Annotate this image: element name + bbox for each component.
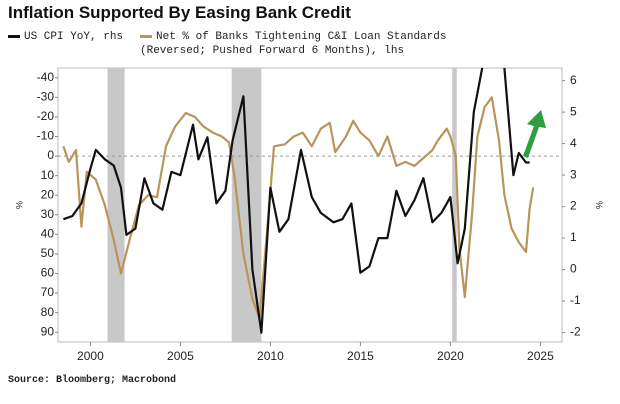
y2-tick-label: 5 — [570, 104, 577, 118]
y-tick-label: -10 — [37, 129, 55, 143]
legend-swatch — [8, 34, 20, 38]
y2-axis-label: % — [594, 201, 604, 209]
y2-tick-label: 1 — [570, 230, 577, 244]
shaded-range — [452, 68, 457, 342]
y-tick-label: -40 — [37, 70, 55, 84]
legend-label: US CPI YoY, rhs — [24, 31, 124, 43]
legend-label: Net % of Banks Tightening C&I Loan Stand… — [140, 31, 447, 57]
y-tick-label: 0 — [47, 148, 54, 162]
source: Source: Bloomberg; Macrobond — [8, 375, 177, 386]
legend-item: Net % of Banks Tightening C&I Loan Stand… — [140, 30, 485, 58]
x-tick-label: 2020 — [437, 349, 464, 363]
line-series — [63, 68, 530, 334]
y2-tick-label: -2 — [570, 325, 581, 339]
x-tick-label: 2005 — [167, 349, 194, 363]
y2-tick-label: 3 — [570, 167, 577, 181]
x-tick-label: 2000 — [77, 349, 104, 363]
y2-tick-label: 4 — [570, 136, 577, 150]
y2-tick-label: 6 — [570, 73, 577, 87]
y-tick-label: 10 — [41, 168, 55, 182]
legend-item: US CPI YoY, rhs — [8, 30, 123, 44]
x-tick-label: 2010 — [257, 349, 284, 363]
y2-tick-label: -1 — [570, 293, 581, 307]
y-tick-label: 30 — [41, 207, 55, 221]
annotation-arrow — [523, 110, 546, 158]
y-tick-label: 60 — [41, 266, 55, 280]
y-tick-label: 70 — [41, 285, 55, 299]
y-tick-label: 90 — [41, 324, 55, 338]
x-tick-label: 2025 — [527, 349, 554, 363]
y-tick-label: 80 — [41, 305, 55, 319]
chart-title: Inflation Supported By Easing Bank Credi… — [8, 3, 351, 22]
y-tick-label: 20 — [41, 187, 55, 201]
line-series — [62, 96, 535, 320]
y-tick-label: -30 — [37, 90, 55, 104]
y-tick-label: 50 — [41, 246, 55, 260]
y-axis-label: % — [14, 201, 24, 209]
x-tick-label: 2015 — [347, 349, 374, 363]
legend-swatch — [140, 34, 152, 38]
y-tick-label: -20 — [37, 109, 55, 123]
y-tick-label: 40 — [41, 227, 55, 241]
y2-tick-label: 2 — [570, 199, 577, 213]
y2-tick-label: 0 — [570, 262, 577, 276]
plot-frame — [57, 67, 563, 343]
